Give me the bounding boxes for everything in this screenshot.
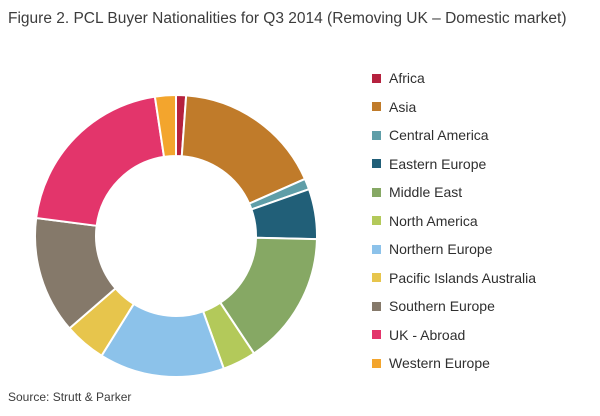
legend-swatch [372,244,381,254]
legend-label: North America [389,212,478,229]
slice-western-europe [153,93,177,159]
legend-item-northern-europe: Northern Europe [372,235,536,264]
legend-label: UK - Abroad [389,326,466,343]
legend-swatch [372,330,381,340]
legend-label: Northern Europe [389,241,493,258]
legend-swatch [372,358,381,368]
legend-label: Africa [389,70,425,87]
legend-label: Southern Europe [389,298,495,315]
legend-item-western-europe: Western Europe [372,349,536,378]
legend-swatch [372,159,381,169]
legend-swatch [372,102,381,112]
legend-swatch [372,273,381,283]
slice-uk-abroad [35,95,166,227]
legend-item-pacific-islands-australia: Pacific Islands Australia [372,264,536,293]
legend-label: Asia [389,98,417,115]
legend-label: Western Europe [389,355,490,372]
chart-source: Source: Strutt & Parker [8,390,132,404]
legend-item-eastern-europe: Eastern Europe [372,150,536,179]
legend-label: Pacific Islands Australia [389,269,537,286]
chart-legend: Africa Asia Central America Eastern Europe M… [372,64,536,378]
legend-item-uk-abroad: UK - Abroad [372,321,536,350]
legend-swatch [372,187,381,197]
chart-title: Figure 2. PCL Buyer Nationalities for Q3… [8,10,567,27]
legend-item-north-america: North America [372,207,536,236]
legend-item-africa: Africa [372,64,536,93]
legend-swatch [372,130,381,140]
legend-label: Central America [389,127,489,144]
legend-swatch [372,216,381,226]
legend-swatch [372,73,381,83]
legend-item-asia: Asia [372,93,536,122]
legend-item-central-america: Central America [372,121,536,150]
legend-swatch [372,301,381,311]
legend-item-middle-east: Middle East [372,178,536,207]
legend-item-southern-europe: Southern Europe [372,292,536,321]
legend-label: Middle East [389,184,463,201]
legend-label: Eastern Europe [389,155,487,172]
